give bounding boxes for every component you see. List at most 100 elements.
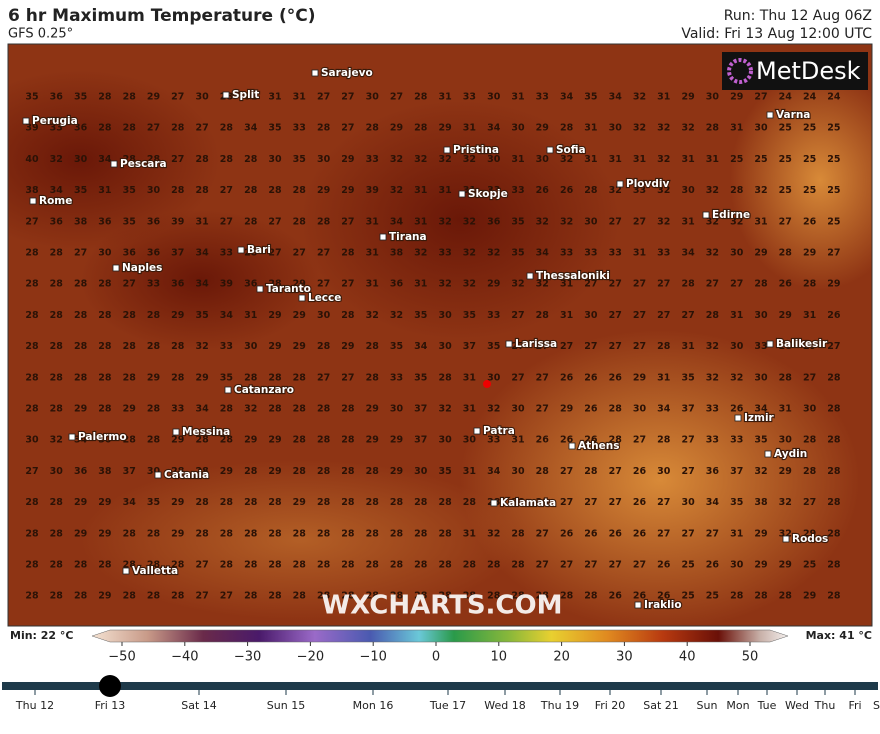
grid-value: 27	[317, 372, 330, 383]
grid-value: 28	[50, 310, 64, 321]
logo: MetDesk	[756, 57, 861, 85]
grid-value: 28	[706, 123, 720, 134]
day-label[interactable]: Wed	[785, 699, 809, 712]
grid-value: 28	[414, 92, 428, 103]
grid-value: 34	[390, 216, 404, 227]
colorbar-tick-label: 40	[679, 650, 696, 665]
grid-value: 30	[50, 466, 64, 477]
grid-value: 28	[317, 528, 331, 539]
city-dot	[782, 535, 790, 543]
grid-value: 35	[220, 372, 233, 383]
grid-value: 28	[827, 372, 841, 383]
grid-value: 32	[706, 248, 719, 259]
grid-value: 28	[803, 435, 817, 446]
grid-value: 28	[827, 591, 841, 602]
grid-value: 28	[341, 310, 355, 321]
timeline-knob[interactable]	[99, 675, 121, 697]
day-label[interactable]: Mon 16	[353, 699, 394, 712]
grid-value: 34	[220, 310, 234, 321]
grid-value: 27	[584, 341, 597, 352]
grid-value: 31	[560, 310, 573, 321]
grid-value: 26	[584, 372, 598, 383]
grid-value: 28	[171, 466, 185, 477]
grid-value: 29	[268, 310, 281, 321]
grid-value: 28	[123, 435, 137, 446]
city-label: Taranto	[266, 283, 311, 295]
day-label[interactable]: Sat	[873, 699, 880, 712]
hot-area	[300, 100, 620, 340]
day-label[interactable]: Fri 20	[595, 699, 626, 712]
grid-value: 31	[511, 435, 524, 446]
day-label[interactable]: Sun 15	[267, 699, 305, 712]
grid-value: 31	[511, 154, 524, 165]
grid-value: 36	[74, 123, 88, 134]
grid-value: 32	[657, 185, 670, 196]
grid-value: 29	[779, 560, 792, 571]
grid-value: 28	[560, 123, 574, 134]
day-label[interactable]: Tue 17	[429, 699, 466, 712]
grid-value: 28	[123, 372, 137, 383]
city-dot	[29, 197, 37, 205]
day-label[interactable]: Sun	[697, 699, 718, 712]
logo-icon	[727, 58, 753, 84]
grid-value: 28	[463, 560, 477, 571]
grid-value: 28	[317, 341, 331, 352]
grid-value: 27	[341, 279, 354, 290]
colorbar-tick-label: 30	[616, 650, 633, 665]
day-label[interactable]: Thu 12	[15, 699, 54, 712]
grid-value: 28	[147, 341, 161, 352]
grid-value: 28	[779, 248, 793, 259]
grid-value: 32	[706, 372, 719, 383]
day-label[interactable]: Sat 14	[181, 699, 217, 712]
city-dot	[634, 601, 642, 609]
grid-value: 28	[220, 497, 234, 508]
grid-value: 29	[633, 372, 646, 383]
grid-value: 36	[74, 466, 88, 477]
grid-value: 27	[779, 216, 792, 227]
grid-value: 32	[633, 123, 646, 134]
grid-value: 28	[50, 528, 64, 539]
day-label[interactable]: Sat 21	[643, 699, 679, 712]
grid-value: 36	[171, 279, 185, 290]
day-label[interactable]: Thu 19	[540, 699, 579, 712]
grid-value: 27	[609, 560, 622, 571]
grid-value: 25	[803, 154, 816, 165]
grid-value: 27	[123, 279, 136, 290]
day-label[interactable]: Fri 13	[95, 699, 126, 712]
grid-value: 30	[366, 92, 380, 103]
cool-area	[460, 330, 860, 626]
grid-value: 29	[268, 435, 281, 446]
grid-value: 31	[293, 92, 306, 103]
grid-value: 29	[293, 279, 306, 290]
grid-value: 27	[706, 279, 719, 290]
day-label[interactable]: Fri	[848, 699, 861, 712]
grid-value: 28	[463, 497, 477, 508]
grid-value: 25	[827, 123, 840, 134]
day-label[interactable]: Tue	[757, 699, 777, 712]
grid-value: 32	[438, 216, 451, 227]
location-marker[interactable]	[483, 380, 491, 388]
colorbar-tick-label: 10	[491, 650, 508, 665]
grid-value: 33	[293, 123, 306, 134]
grid-value: 28	[244, 497, 258, 508]
timeline-track[interactable]	[2, 682, 878, 690]
day-label[interactable]: Wed 18	[484, 699, 525, 712]
grid-value: 28	[414, 497, 428, 508]
day-label[interactable]: Mon	[726, 699, 749, 712]
day-label[interactable]: Thu	[814, 699, 836, 712]
city-dot	[237, 246, 245, 254]
grid-value: 33	[366, 154, 379, 165]
grid-value: 31	[463, 123, 476, 134]
city-dot	[702, 211, 710, 219]
timeline: Thu 12 Fri 13 Sat 14 Sun 15 Mon 16 Tue 17 Wed …	[15, 675, 880, 712]
grid-value: 28	[50, 372, 64, 383]
hot-area	[8, 70, 220, 250]
grid-value: 30	[390, 404, 404, 415]
grid-value: 29	[754, 528, 767, 539]
city-dot	[764, 450, 772, 458]
grid-value: 29	[293, 310, 306, 321]
grid-value: 31	[366, 248, 379, 259]
grid-value: 29	[779, 466, 792, 477]
city-label: Sofia	[556, 144, 586, 156]
grid-value: 28	[827, 560, 841, 571]
